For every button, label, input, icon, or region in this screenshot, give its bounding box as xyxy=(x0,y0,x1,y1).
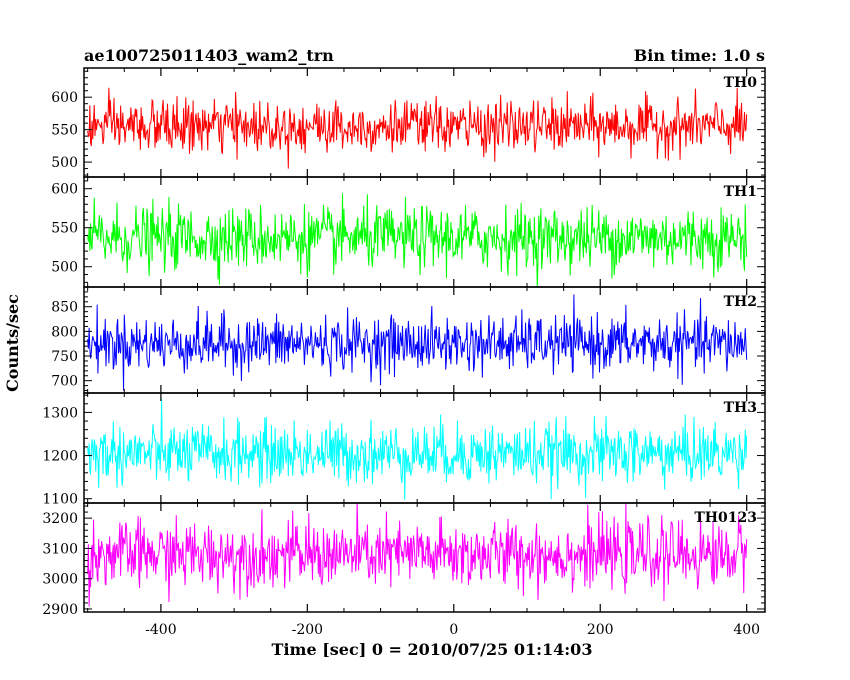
panel-label-th0123: TH0123 xyxy=(694,510,757,526)
y-tick-label: 850 xyxy=(51,300,78,316)
x-tick-label: 0 xyxy=(449,622,458,638)
x-tick-label: -200 xyxy=(292,622,323,638)
x-tick-label: -400 xyxy=(145,622,176,638)
y-tick-label: 550 xyxy=(51,123,78,139)
series-line-th0 xyxy=(87,87,748,169)
y-tick-label: 1300 xyxy=(42,405,78,421)
x-tick-label: 400 xyxy=(733,622,760,638)
panel-label-th2: TH2 xyxy=(724,294,757,310)
y-tick-label: 3000 xyxy=(42,572,78,588)
panel-th0123: 2900 3000 3100 3200 TH0123 xyxy=(42,502,766,618)
panel-label-th1: TH1 xyxy=(724,184,757,200)
y-tick-label: 500 xyxy=(51,260,78,276)
panel-frame xyxy=(83,176,766,288)
y-tick-label: 750 xyxy=(51,349,78,365)
x-tick-label: 200 xyxy=(587,622,614,638)
panels-group: 500 550 600 TH0 500 550 600 TH1 700 750 800 850 TH2 1… xyxy=(42,67,766,638)
y-tick-label: 500 xyxy=(51,155,78,171)
panel-frame xyxy=(83,502,766,613)
y-tick-label: 3100 xyxy=(42,541,78,557)
series-line-th1 xyxy=(87,193,748,287)
y-tick-label: 3200 xyxy=(42,511,78,527)
y-tick-label: 700 xyxy=(51,374,78,390)
y-tick-label: 1100 xyxy=(42,492,78,508)
panel-th3: 1100 1200 1300 TH3 xyxy=(42,392,766,508)
panel-label-th0: TH0 xyxy=(724,75,758,91)
panel-label-th3: TH3 xyxy=(724,400,757,416)
x-axis-label: Time [sec] 0 = 2010/07/25 01:14:03 xyxy=(272,640,593,659)
y-tick-label: 1200 xyxy=(42,449,78,465)
panel-th1: 500 550 600 TH1 xyxy=(51,176,766,288)
series-line-th0123 xyxy=(87,503,748,607)
panel-th2: 700 750 800 850 TH2 xyxy=(51,286,766,394)
panel-th0: 500 550 600 TH0 xyxy=(51,67,766,178)
y-tick-label: 800 xyxy=(51,324,78,340)
bin-time-label: Bin time: 1.0 s xyxy=(634,46,765,65)
y-tick-label: 600 xyxy=(51,182,78,198)
y-axis-label: Counts/sec xyxy=(3,294,22,392)
chart-title: ae100725011403_wam2_trn xyxy=(84,46,334,65)
y-tick-label: 600 xyxy=(51,90,78,106)
y-tick-label: 550 xyxy=(51,221,78,237)
series-line-th2 xyxy=(87,294,748,391)
series-line-th3 xyxy=(87,399,748,500)
y-tick-label: 2900 xyxy=(42,602,78,618)
